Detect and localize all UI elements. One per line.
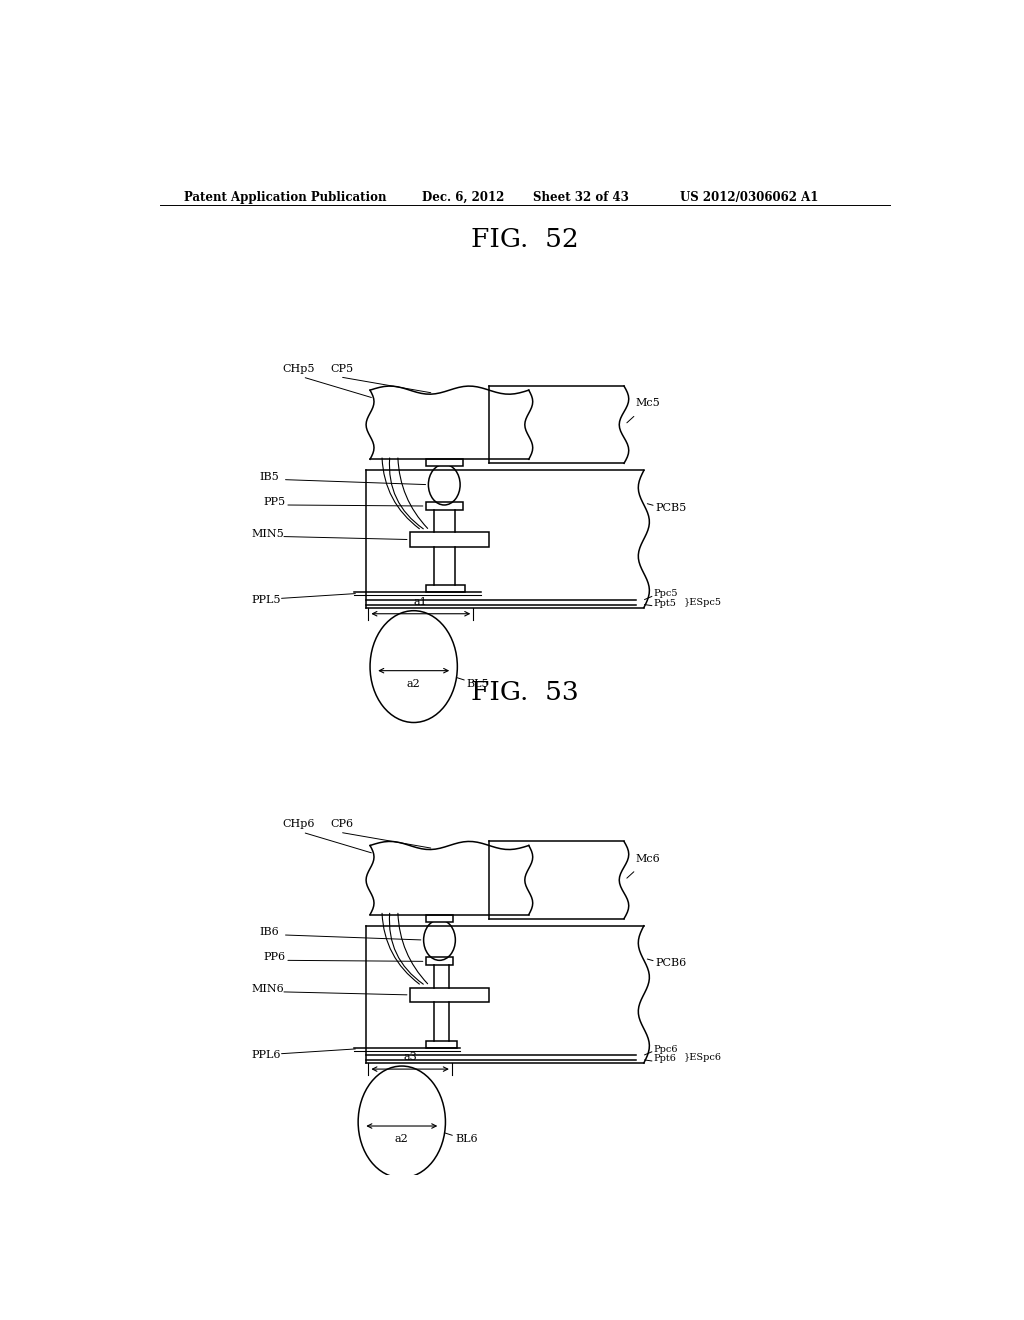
Bar (426, 957, 454, 965)
Text: PCB5: PCB5 (655, 503, 687, 513)
Text: CHp6: CHp6 (283, 820, 315, 829)
Text: Ppc5: Ppc5 (653, 590, 678, 598)
Bar (426, 502, 463, 510)
Text: Sheet 32 of 43: Sheet 32 of 43 (532, 191, 629, 203)
Text: Mc6: Mc6 (636, 854, 660, 863)
Bar (426, 459, 463, 466)
Text: BL5: BL5 (467, 678, 489, 689)
Text: CP5: CP5 (331, 364, 353, 374)
Text: PPL5: PPL5 (251, 594, 281, 605)
Text: FIG.  53: FIG. 53 (471, 680, 579, 705)
Text: a2: a2 (407, 678, 421, 689)
Text: IB6: IB6 (259, 927, 279, 937)
Text: PCB6: PCB6 (655, 958, 687, 969)
Text: IB5: IB5 (259, 471, 279, 482)
Text: a3: a3 (403, 1052, 417, 1063)
Text: Ppt5: Ppt5 (653, 598, 676, 607)
Text: CP6: CP6 (331, 820, 353, 829)
Bar (410, 532, 489, 546)
Bar (426, 915, 454, 921)
Text: MIN5: MIN5 (251, 528, 284, 539)
Text: Ppc6: Ppc6 (653, 1045, 678, 1053)
Bar (426, 585, 465, 593)
Text: US 2012/0306062 A1: US 2012/0306062 A1 (680, 191, 818, 203)
Text: FIG.  52: FIG. 52 (471, 227, 579, 252)
Bar (410, 987, 489, 1002)
Text: CHp5: CHp5 (283, 364, 315, 374)
Text: Mc5: Mc5 (636, 399, 660, 408)
Bar (426, 1040, 458, 1048)
Text: Patent Application Publication: Patent Application Publication (183, 191, 386, 203)
Text: }ESpc5: }ESpc5 (684, 598, 722, 607)
Text: PPL6: PPL6 (251, 1049, 281, 1060)
Text: PP5: PP5 (263, 498, 285, 507)
Text: MIN6: MIN6 (251, 983, 284, 994)
Text: Ppt6: Ppt6 (653, 1053, 676, 1063)
Text: }ESpc6: }ESpc6 (684, 1053, 722, 1061)
Text: PP6: PP6 (263, 952, 285, 962)
Text: a2: a2 (395, 1134, 409, 1144)
Text: Dec. 6, 2012: Dec. 6, 2012 (422, 191, 504, 203)
Text: BL6: BL6 (455, 1134, 477, 1144)
Text: a1: a1 (414, 597, 428, 607)
